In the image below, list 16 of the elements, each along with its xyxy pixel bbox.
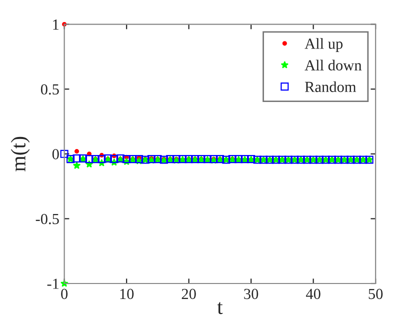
x-tick-label: 40 [306,288,320,300]
y-tick-label: -1 [47,278,59,289]
x-tick-label: 50 [368,288,383,300]
legend-label: All up [304,38,343,52]
x-tick-label: 20 [182,288,196,300]
x-tick-label: 0 [61,288,68,300]
y-tick-label: 0 [52,149,59,160]
x-tick-label: 10 [120,288,134,300]
x-tick-label: 30 [244,288,258,300]
legend-label: Random [304,81,356,92]
y-tick-label: 1 [53,20,59,30]
y-axis-title: m(t) [10,136,30,172]
y-tick-label: 0.5 [40,84,59,95]
y-tick-label: -0.5 [36,214,59,224]
legend-label: All down [304,60,362,70]
x-axis-title: t [217,302,223,314]
